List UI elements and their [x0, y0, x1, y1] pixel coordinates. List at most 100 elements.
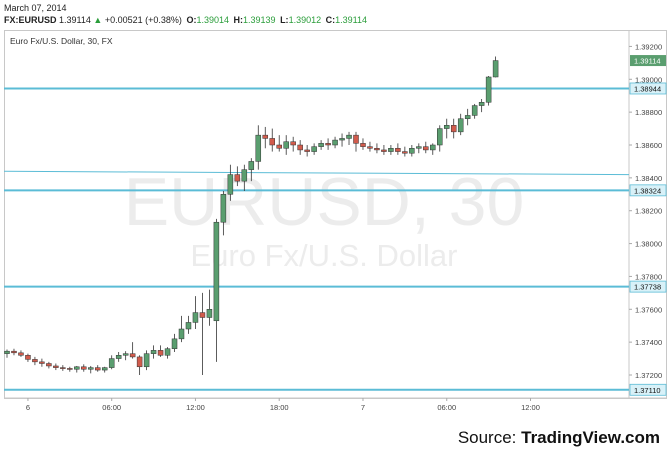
x-tick-label: 06:00	[437, 403, 456, 412]
candle-body	[416, 146, 422, 149]
candle-body	[81, 366, 87, 370]
y-tick-label: 1.38600	[635, 141, 662, 150]
candle-body	[227, 174, 234, 195]
y-tick-label: 1.38200	[635, 207, 662, 216]
candle-body	[290, 141, 296, 146]
low-value: 1.39012	[288, 15, 322, 25]
y-tick-label: 1.39000	[635, 75, 662, 84]
candle-body	[353, 134, 359, 144]
candle-body	[374, 148, 380, 151]
y-tick-label: 1.39200	[635, 42, 662, 51]
y-tick-label: 1.38400	[635, 174, 662, 183]
open-value: 1.39014	[196, 15, 229, 25]
y-tick-label: 1.37200	[635, 371, 662, 380]
candle-body	[143, 353, 150, 368]
candle-body	[178, 328, 185, 340]
candle-body	[185, 322, 192, 330]
candle-body	[39, 361, 45, 364]
chart-area[interactable]: EURUSD, 30 Euro Fx/U.S. Dollar Euro Fx/U.S…	[4, 30, 667, 416]
candle-body	[325, 143, 331, 146]
y-tick-label: 1.37400	[635, 338, 662, 347]
candle-body	[255, 134, 262, 162]
last-price-label: 1.39114	[634, 57, 661, 66]
symbol-label[interactable]: FX:EURUSD	[4, 15, 57, 25]
candle-body	[464, 115, 471, 119]
candle-body	[360, 143, 366, 147]
candle-body	[478, 102, 485, 106]
watermark-symbol: EURUSD, 30	[124, 164, 525, 240]
plot-frame	[4, 30, 667, 399]
source-brand: TradingView.com	[521, 428, 660, 447]
y-tick-label: 1.38000	[635, 240, 662, 249]
candle-body	[206, 309, 213, 318]
chart-date: March 07, 2014	[4, 3, 67, 13]
candle-body	[4, 350, 10, 354]
close-label: C:	[325, 15, 336, 25]
high-value: 1.39139	[243, 15, 276, 25]
level-label: 1.37738	[634, 283, 661, 292]
last-price-box	[630, 55, 666, 67]
candle-body	[402, 151, 408, 154]
candle-body	[471, 105, 478, 116]
level-label-box	[629, 280, 667, 293]
candle-body	[457, 118, 464, 133]
source-credit: Source: TradingView.com	[458, 428, 660, 448]
quote-line: FX:EURUSD 1.39114 ▲ +0.00521 (+0.38%) O:…	[4, 14, 367, 26]
candle-body	[423, 146, 429, 151]
high-label: H:	[233, 15, 244, 25]
candle-body	[346, 134, 352, 139]
last-price: 1.39114	[59, 15, 91, 25]
candle-body	[241, 169, 248, 182]
open-label: O:	[186, 15, 197, 25]
candle-body	[409, 148, 415, 154]
level-label: 1.38944	[634, 84, 661, 93]
candle-body	[192, 312, 199, 323]
candle-body	[395, 148, 401, 152]
level-label-box	[629, 82, 667, 95]
close-value: 1.39114	[335, 15, 367, 25]
y-tick-label: 1.38800	[635, 108, 662, 117]
candle-body	[234, 174, 241, 182]
candle-body	[32, 359, 38, 363]
candle-body	[67, 368, 73, 370]
candle-body	[136, 356, 143, 368]
price-change: +0.00521 (+0.38%)	[104, 15, 182, 25]
candle-body	[269, 138, 275, 146]
candle-body	[129, 353, 136, 358]
level-label-box	[629, 184, 667, 197]
candle-body	[115, 355, 122, 359]
candle-body	[297, 144, 303, 151]
low-label: L:	[280, 15, 289, 25]
candle-body	[437, 128, 443, 146]
candle-body	[46, 363, 52, 367]
candle-body	[492, 60, 499, 78]
candle-body	[443, 125, 450, 129]
chart-header: March 07, 2014 FX:EURUSD 1.39114 ▲ +0.00…	[4, 2, 367, 26]
candle-body	[18, 352, 24, 356]
candle-body	[311, 146, 317, 152]
candle-body	[276, 144, 282, 149]
candle-body	[430, 144, 436, 151]
candle-body	[220, 194, 227, 223]
candle-body	[450, 125, 457, 133]
trend-line	[4, 170, 630, 176]
candle-body	[150, 350, 157, 354]
x-tick-label: 7	[361, 403, 365, 412]
candle-body	[122, 353, 129, 356]
y-tick-label: 1.37600	[635, 305, 662, 314]
candle-body	[108, 358, 115, 368]
candle-body	[248, 161, 255, 170]
x-tick-label: 12:00	[521, 403, 540, 412]
candle-body	[318, 143, 324, 147]
candle-body	[94, 367, 101, 371]
chart-title: Euro Fx/U.S. Dollar, 30, FX	[10, 36, 113, 46]
candle-body	[60, 367, 66, 369]
x-tick-label: 18:00	[270, 403, 289, 412]
candle-body	[262, 134, 269, 139]
level-label: 1.38324	[634, 186, 661, 195]
candle-body	[213, 221, 220, 322]
candle-body	[74, 366, 80, 370]
candle-body	[388, 148, 394, 152]
candle-body	[339, 138, 345, 141]
